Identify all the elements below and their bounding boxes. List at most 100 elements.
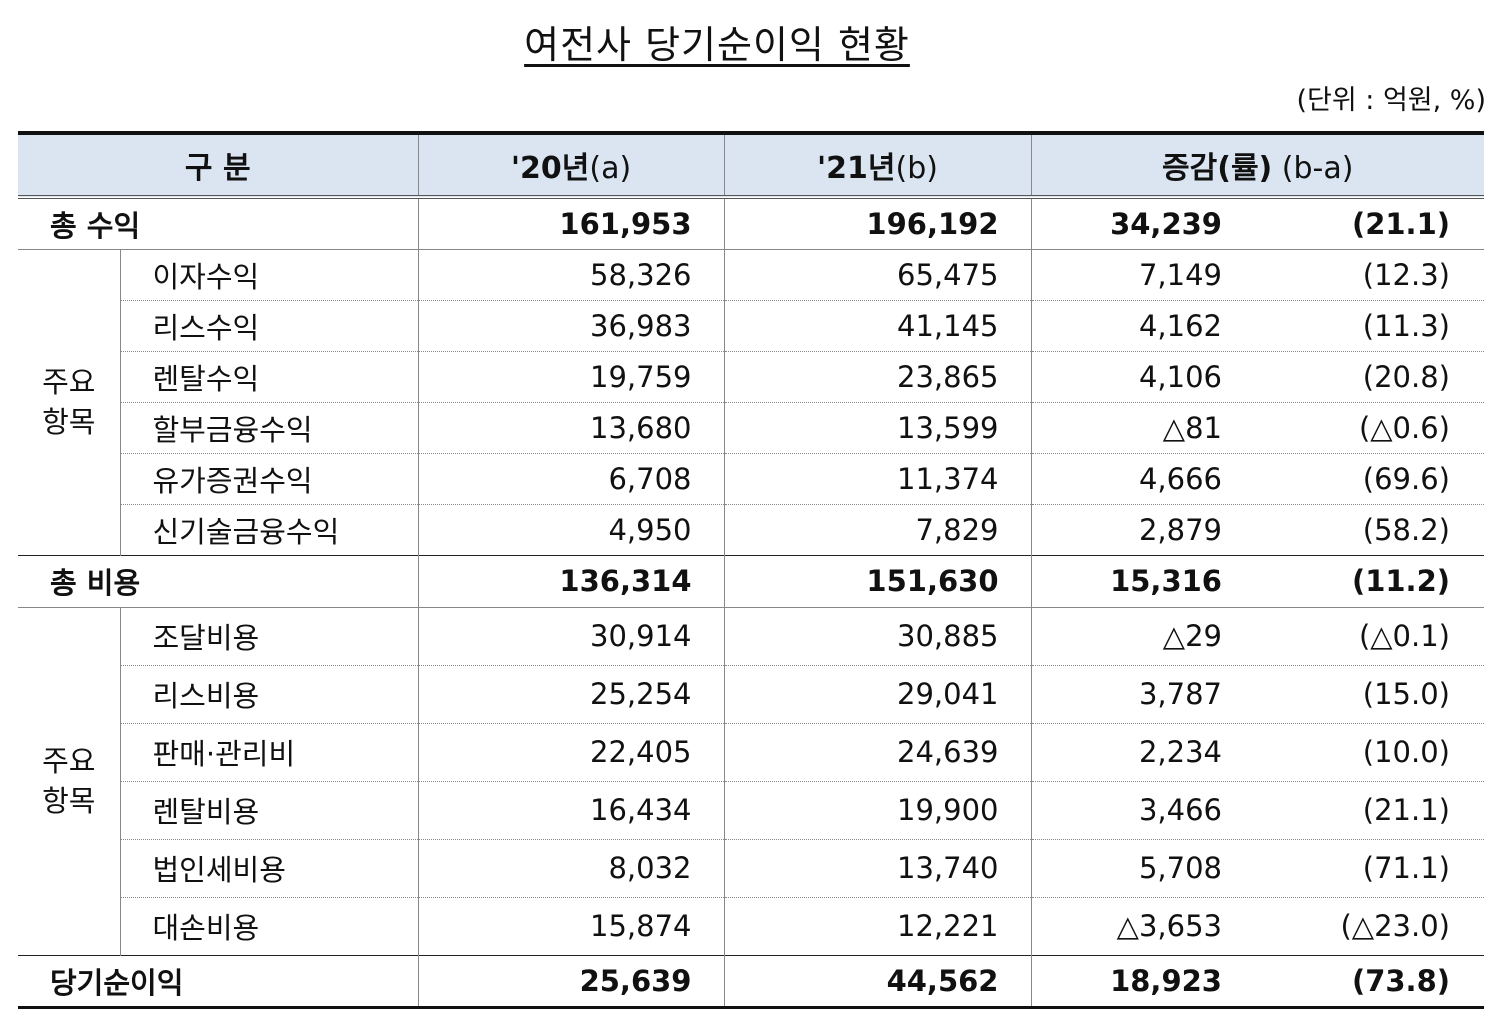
value-2020: 8,032 [417,838,724,897]
change-cell: 4,106 (20.8) [1030,350,1484,402]
value-2021: 19,900 [723,780,1031,839]
value-2020: 19,759 [417,350,724,402]
value-2021: 151,630 [723,554,1031,608]
value-2021: 13,740 [723,838,1031,897]
change-cell: 4,666 (69.6) [1030,452,1484,504]
value-2021: 7,829 [723,503,1031,555]
value-2021: 44,562 [723,954,1031,1009]
item-label: 조달비용 [119,606,418,665]
table-row: 대손비용 15,874 12,221 △3,653 (△23.0) [18,896,1484,955]
header-2021: '21년(b) [723,131,1031,199]
unit-note: (단위 : 억원, %) [1296,85,1486,116]
change-cell: △3,653 (△23.0) [1030,896,1484,955]
item-label: 대손비용 [119,896,418,955]
change-cell: △81 (△0.6) [1030,401,1484,453]
value-2021: 30,885 [723,606,1031,665]
change-value: 4,106 [1138,359,1222,394]
change-value: 7,149 [1138,257,1222,292]
document-title: 여전사 당기순이익 현황 [524,23,910,67]
group-label: 주요 항목 [18,248,120,555]
change-rate: (21.1) [1362,793,1450,827]
change-cell: 15,316 (11.2) [1030,554,1484,608]
value-2020: 4,950 [417,503,724,555]
value-2020: 36,983 [417,299,724,351]
item-label: 리스비용 [119,664,418,723]
change-rate: (11.3) [1362,308,1450,343]
change-rate: (11.2) [1351,564,1450,598]
change-value: 18,923 [1110,963,1222,998]
header-category: 구 분 [18,131,418,199]
value-2020: 22,405 [417,722,724,781]
value-2021: 24,639 [723,722,1031,781]
value-2021: 23,865 [723,350,1031,402]
change-cell: △29 (△0.1) [1030,606,1484,665]
item-label: 할부금융수익 [119,401,418,453]
change-value: △29 [1162,619,1222,653]
header-row: 구 분 '20년(a) '21년(b) 증감(률) (b-a) [18,131,1484,199]
row-label: 총 수익 [18,196,418,250]
item-label: 렌탈수익 [119,350,418,402]
change-rate: (△0.6) [1358,410,1450,445]
change-cell: 18,923 (73.8) [1030,954,1484,1009]
table-row: 렌탈비용 16,434 19,900 3,466 (21.1) [18,780,1484,839]
item-label: 렌탈비용 [119,780,418,839]
value-2021: 29,041 [723,664,1031,723]
value-2020: 16,434 [417,780,724,839]
item-label: 신기술금융수익 [119,503,418,555]
value-2020: 25,639 [417,954,724,1009]
table-row: 유가증권수익 6,708 11,374 4,666 (69.6) [18,452,1484,504]
value-2020: 13,680 [417,401,724,453]
change-value: 2,879 [1138,512,1222,547]
value-2021: 12,221 [723,896,1031,955]
value-2021: 196,192 [723,196,1031,250]
value-2021: 41,145 [723,299,1031,351]
change-cell: 3,787 (15.0) [1030,664,1484,723]
change-rate: (69.6) [1362,461,1450,496]
change-value: 3,787 [1138,677,1222,711]
net-income-table: 구 분 '20년(a) '21년(b) 증감(률) (b-a) 총 수익 161,… [18,131,1484,1009]
change-value: 5,708 [1138,851,1222,885]
value-2021: 65,475 [723,248,1031,300]
change-rate: (58.2) [1362,512,1450,547]
table-row: 신기술금융수익 4,950 7,829 2,879 (58.2) [18,503,1484,555]
change-rate: (△23.0) [1340,909,1450,943]
total-row: 당기순이익 25,639 44,562 18,923 (73.8) [18,954,1484,1009]
table-row: 리스수익 36,983 41,145 4,162 (11.3) [18,299,1484,351]
table-row: 할부금융수익 13,680 13,599 △81 (△0.6) [18,401,1484,453]
change-rate: (10.0) [1362,735,1450,769]
group-label: 주요 항목 [18,606,120,955]
value-2020: 30,914 [417,606,724,665]
value-2020: 136,314 [417,554,724,608]
change-cell: 2,234 (10.0) [1030,722,1484,781]
change-value: 3,466 [1138,793,1222,827]
change-rate: (12.3) [1362,257,1450,292]
change-value: 2,234 [1138,735,1222,769]
item-label: 법인세비용 [119,838,418,897]
change-cell: 34,239 (21.1) [1030,196,1484,250]
total-row: 총 비용 136,314 151,630 15,316 (11.2) [18,554,1484,608]
row-label: 총 비용 [18,554,418,608]
change-rate: (△0.1) [1358,619,1450,653]
total-row: 총 수익 161,953 196,192 34,239 (21.1) [18,196,1484,250]
value-2021: 13,599 [723,401,1031,453]
change-value: 15,316 [1110,564,1222,598]
change-cell: 2,879 (58.2) [1030,503,1484,555]
change-cell: 7,149 (12.3) [1030,248,1484,300]
table-row: 렌탈수익 19,759 23,865 4,106 (20.8) [18,350,1484,402]
table-row: 판매·관리비 22,405 24,639 2,234 (10.0) [18,722,1484,781]
value-2021: 11,374 [723,452,1031,504]
value-2020: 25,254 [417,664,724,723]
change-cell: 4,162 (11.3) [1030,299,1484,351]
change-rate: (71.1) [1362,851,1450,885]
change-value: 4,162 [1138,308,1222,343]
value-2020: 161,953 [417,196,724,250]
table-row: 주요 항목 조달비용 30,914 30,885 △29 (△0.1) [18,606,1484,955]
change-rate: (73.8) [1351,963,1450,998]
item-label: 이자수익 [119,248,418,300]
value-2020: 58,326 [417,248,724,300]
item-label: 판매·관리비 [119,722,418,781]
header-change: 증감(률) (b-a) [1030,131,1484,199]
change-cell: 3,466 (21.1) [1030,780,1484,839]
change-rate: (20.8) [1362,359,1450,394]
item-label: 유가증권수익 [119,452,418,504]
